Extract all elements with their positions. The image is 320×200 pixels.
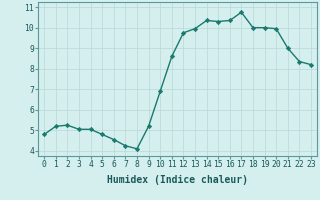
X-axis label: Humidex (Indice chaleur): Humidex (Indice chaleur)	[107, 175, 248, 185]
